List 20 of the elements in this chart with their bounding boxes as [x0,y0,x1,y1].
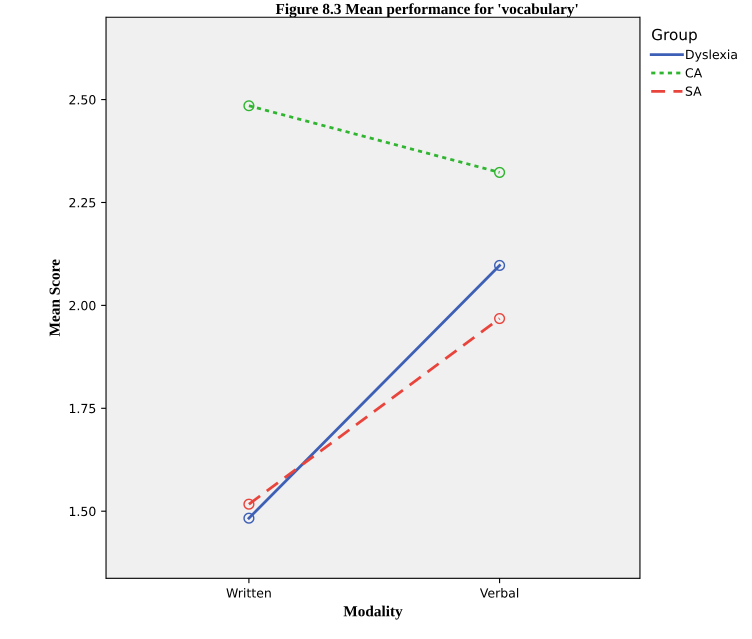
x-tick-label: Written [226,588,271,598]
point [243,512,254,524]
point [243,498,254,510]
y-tick-label: 2.00 [69,300,96,310]
y-tick-label: 1.75 [70,404,96,414]
legend-label: CA [686,68,702,78]
y-tick-label: 1.50 [70,506,96,516]
y-tick-label: 2.50 [69,95,96,105]
x-axis-title: Modality [344,606,403,620]
legend-label: SA [686,86,702,96]
x-tick-label: Verbal [480,588,518,598]
y-axis-title: Mean Score [50,259,60,336]
chart-title: Figure 8.3 Mean performance for 'vocabulary' [276,3,578,18]
point [243,100,254,112]
y-tick-label: 2.25 [69,198,96,208]
point [494,313,506,324]
point [494,260,506,272]
point [494,166,506,178]
legend-title: Group [652,28,697,44]
legend-label: Dyslexia [686,50,737,62]
